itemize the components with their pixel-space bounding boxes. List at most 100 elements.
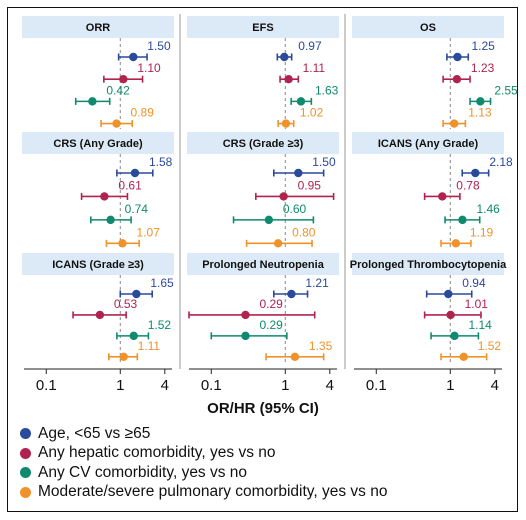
value-label: 1.21 [305, 276, 329, 290]
value-label: 1.35 [309, 339, 333, 353]
panel-title-7: ICANS (Grade ≥3) [52, 259, 144, 271]
legend-label-hepatic: Any hepatic comorbidity, yes vs no [38, 444, 276, 462]
point-estimate [450, 331, 459, 341]
value-label: 0.42 [106, 83, 130, 97]
point-estimate [279, 192, 288, 201]
figure-frame [7, 7, 518, 512]
value-label: 0.94 [462, 276, 486, 290]
point-estimate [287, 289, 296, 299]
legend-item-age: Age, <65 vs ≥65 [20, 424, 387, 444]
value-label: 1.58 [149, 155, 173, 169]
x-tick-label: 1 [116, 377, 124, 394]
panel-title-6: ICANS (Any Grade) [378, 138, 479, 150]
panel-1: ORR 1.50 1.10 0.420.89 [22, 16, 174, 129]
panel-header-7 [22, 253, 174, 275]
panel-header-9 [352, 253, 504, 275]
value-label: 0.95 [298, 178, 322, 192]
legend: Age, <65 vs ≥65 Any hepatic comorbidity,… [20, 424, 387, 502]
point-estimate [438, 192, 447, 201]
panel-header-3 [352, 16, 504, 38]
point-estimate [264, 215, 274, 225]
point-estimate [281, 119, 291, 128]
x-axis-label: OR/HR (95% CI) [207, 400, 319, 417]
x-tick-label: 4 [326, 377, 334, 394]
value-label: 0.61 [118, 178, 142, 192]
point-estimate [273, 239, 283, 248]
point-estimate [453, 52, 462, 62]
value-label: 1.10 [137, 61, 161, 75]
x-tick-label: 0.1 [366, 377, 387, 394]
value-label: 1.07 [136, 225, 160, 239]
panel-header-1 [22, 16, 174, 38]
value-label: 0.29 [259, 297, 283, 311]
panel-9: Prolonged Thrombocytopenia 0.94 1.01 1.14 1.… [350, 253, 507, 362]
value-label: 0.74 [125, 202, 149, 216]
point-estimate [451, 239, 461, 248]
panel-title-3: OS [420, 22, 436, 34]
point-estimate [119, 74, 128, 84]
value-label: 0.80 [292, 225, 316, 239]
value-label: 0.89 [131, 106, 155, 120]
panel-header-8 [187, 253, 339, 275]
panel-3: OS 1.25 1.23 2.551.13 [352, 16, 518, 129]
panel-title-4: CRS (Any Grade) [53, 138, 143, 150]
value-label: 1.25 [471, 39, 495, 53]
point-estimate [112, 119, 121, 128]
panel-8: Prolonged Neutropenia 1.21 0.29 0.29 1.35 [187, 253, 339, 362]
panel-2: EFS 0.97 1.11 1.63 1.02 [187, 16, 339, 129]
legend-label-age: Age, <65 vs ≥65 [38, 424, 151, 442]
legend-item-pulmonary: Moderate/severe pulmonary comorbidity, y… [20, 483, 387, 503]
value-label: 2.55 [494, 83, 518, 97]
point-estimate [459, 352, 468, 362]
x-tick-label: 4 [161, 377, 169, 394]
value-label: 1.52 [148, 318, 172, 332]
point-estimate [294, 168, 303, 178]
panel-6: ICANS (Any Grade) 2.18 0.78 1.46 1.19 [352, 132, 513, 249]
point-estimate [296, 97, 306, 106]
x-tick-label: 1 [281, 377, 289, 394]
value-label: 1.65 [150, 276, 174, 290]
legend-marker-cv [20, 467, 31, 479]
legend-label-cv: Any CV comorbidity, yes vs no [38, 463, 248, 481]
value-label: 1.13 [468, 106, 492, 120]
panel-7: ICANS (Grade ≥3) 1.65 0.53 1.52 1.11 [22, 253, 174, 362]
value-label: 1.52 [478, 339, 502, 353]
value-label: 2.18 [489, 155, 513, 169]
point-estimate [444, 289, 453, 299]
panel-title-9: Prolonged Thrombocytopenia [350, 259, 507, 271]
point-estimate [129, 52, 138, 62]
panel-4: CRS (Any Grade) 1.58 0.61 0.74 1.07 [22, 132, 174, 249]
value-label: 0.60 [283, 202, 307, 216]
point-estimate [106, 215, 115, 225]
value-label: 0.53 [114, 297, 138, 311]
point-estimate [88, 97, 97, 106]
point-estimate [471, 168, 480, 178]
point-estimate [452, 74, 462, 84]
legend-marker-pulmonary [20, 486, 31, 498]
value-label: 1.46 [476, 202, 500, 216]
value-label: 1.50 [312, 155, 336, 169]
point-estimate [446, 310, 455, 320]
point-estimate [132, 289, 141, 299]
value-label: 1.01 [465, 297, 489, 311]
point-estimate [95, 310, 105, 320]
panel-header-2 [187, 16, 339, 38]
point-estimate [476, 97, 485, 106]
panel-5: CRS (Grade ≥3) 1.50 0.95 0.60 0.80 [187, 132, 339, 249]
value-label: 1.11 [138, 339, 161, 353]
point-estimate [100, 192, 109, 201]
point-estimate [130, 168, 140, 178]
point-estimate [241, 331, 250, 341]
x-tick-label: 1 [446, 377, 454, 394]
x-tick-label: 4 [491, 377, 499, 394]
point-estimate [129, 331, 138, 341]
point-estimate [119, 352, 128, 362]
panel-title-5: CRS (Grade ≥3) [223, 138, 304, 150]
point-estimate [241, 310, 250, 320]
legend-marker-age [20, 428, 31, 440]
legend-item-hepatic: Any hepatic comorbidity, yes vs no [20, 444, 387, 464]
panel-title-2: EFS [252, 22, 273, 34]
panel-title-1: ORR [86, 22, 111, 34]
point-estimate [458, 215, 467, 225]
value-label: 0.29 [259, 318, 283, 332]
